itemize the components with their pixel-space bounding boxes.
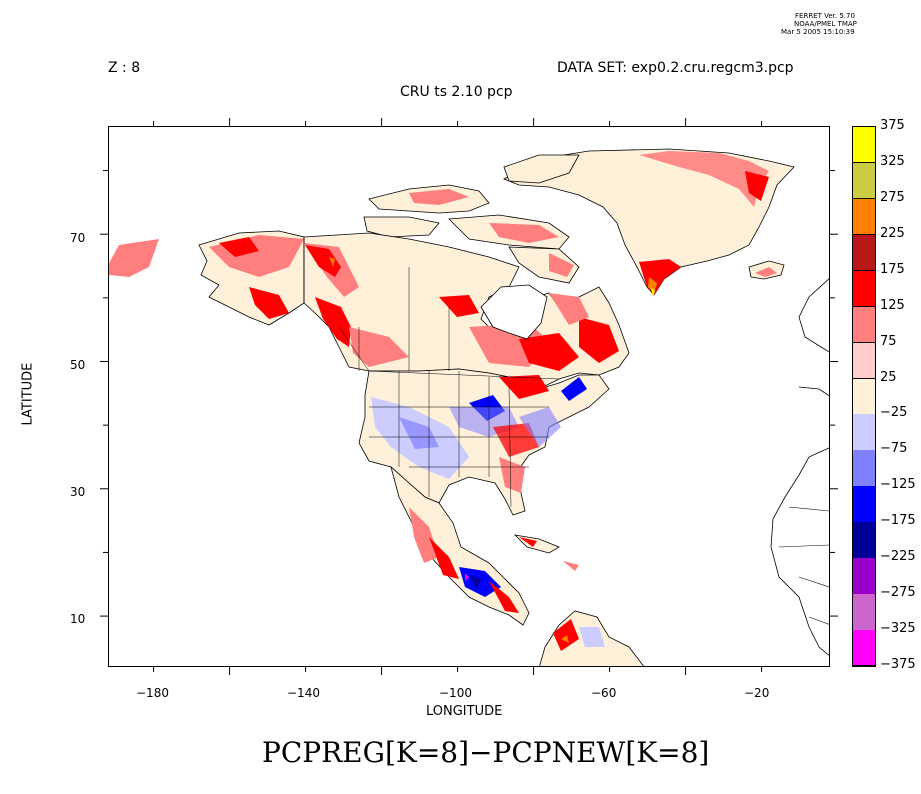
colorbar-swatch bbox=[853, 414, 875, 451]
map-plot bbox=[108, 126, 830, 667]
colorbar-label: 175 bbox=[880, 261, 905, 277]
y-tick-10: 10 bbox=[70, 612, 86, 626]
stamp-date: Mar 5 2005 15:10:39 bbox=[781, 28, 855, 36]
colorbar-label: 225 bbox=[880, 225, 905, 241]
colorbar-swatch bbox=[853, 486, 875, 523]
colorbar-label: 275 bbox=[880, 189, 905, 205]
plot-subtitle: CRU ts 2.10 pcp bbox=[400, 84, 513, 100]
x-axis-label: LONGITUDE bbox=[426, 704, 503, 719]
colorbar-swatch bbox=[853, 127, 875, 164]
colorbar-label: −75 bbox=[880, 441, 908, 457]
colorbar-label: −175 bbox=[880, 513, 916, 529]
z-level-label: Z : 8 bbox=[108, 60, 141, 76]
colorbar-swatch bbox=[853, 270, 875, 308]
colorbar-label: 125 bbox=[880, 297, 905, 313]
colorbar-swatch bbox=[853, 342, 875, 380]
x-tick-180: −180 bbox=[136, 686, 169, 700]
colorbar-label: 325 bbox=[880, 153, 905, 169]
colorbar-swatch bbox=[853, 558, 875, 595]
colorbar bbox=[852, 126, 876, 667]
colorbar-swatch bbox=[853, 594, 875, 631]
colorbar-swatch bbox=[853, 522, 875, 559]
precip-difference-map bbox=[109, 148, 829, 666]
colorbar-swatch bbox=[853, 162, 875, 200]
colorbar-label: 375 bbox=[880, 118, 905, 133]
colorbar-label: −225 bbox=[880, 549, 916, 565]
colorbar-label: −325 bbox=[880, 621, 916, 637]
y-tick-30: 30 bbox=[70, 485, 86, 499]
stamp-org: NOAA/PMEL TMAP bbox=[794, 20, 857, 28]
y-tick-50: 50 bbox=[70, 358, 86, 372]
colorbar-swatch bbox=[853, 378, 875, 415]
colorbar-label: 75 bbox=[880, 333, 897, 349]
x-tick-20: −20 bbox=[744, 686, 770, 700]
political-borders bbox=[303, 237, 560, 508]
colorbar-label: −275 bbox=[880, 585, 916, 601]
plot-expression: PCPREG[K=8]−PCPNEW[K=8] bbox=[262, 736, 710, 769]
africa-outline bbox=[770, 447, 829, 656]
x-tick-60: −60 bbox=[591, 686, 617, 700]
ferret-stamp: FERRET Ver. 5.70 NOAA/PMEL TMAP Mar 5 20… bbox=[781, 12, 857, 36]
greenland-region bbox=[503, 148, 795, 296]
y-tick-70: 70 bbox=[70, 231, 86, 245]
colorbar-label: −375 bbox=[880, 657, 916, 672]
colorbar-swatch bbox=[853, 450, 875, 487]
colorbar-swatch bbox=[853, 306, 875, 344]
stamp-version: FERRET Ver. 5.70 bbox=[795, 12, 855, 20]
colorbar-label: −25 bbox=[880, 405, 908, 421]
colorbar-swatch bbox=[853, 234, 875, 272]
europe-outline bbox=[798, 278, 829, 397]
colorbar-label: −125 bbox=[880, 477, 916, 493]
colorbar-swatch bbox=[853, 630, 875, 667]
x-tick-140: −140 bbox=[287, 686, 320, 700]
colorbar-label: 25 bbox=[880, 369, 897, 385]
colorbar-swatch bbox=[853, 198, 875, 236]
x-tick-100: −100 bbox=[439, 686, 472, 700]
hudson-bay bbox=[480, 284, 548, 340]
dataset-label: DATA SET: exp0.2.cru.regcm3.pcp bbox=[557, 60, 794, 76]
